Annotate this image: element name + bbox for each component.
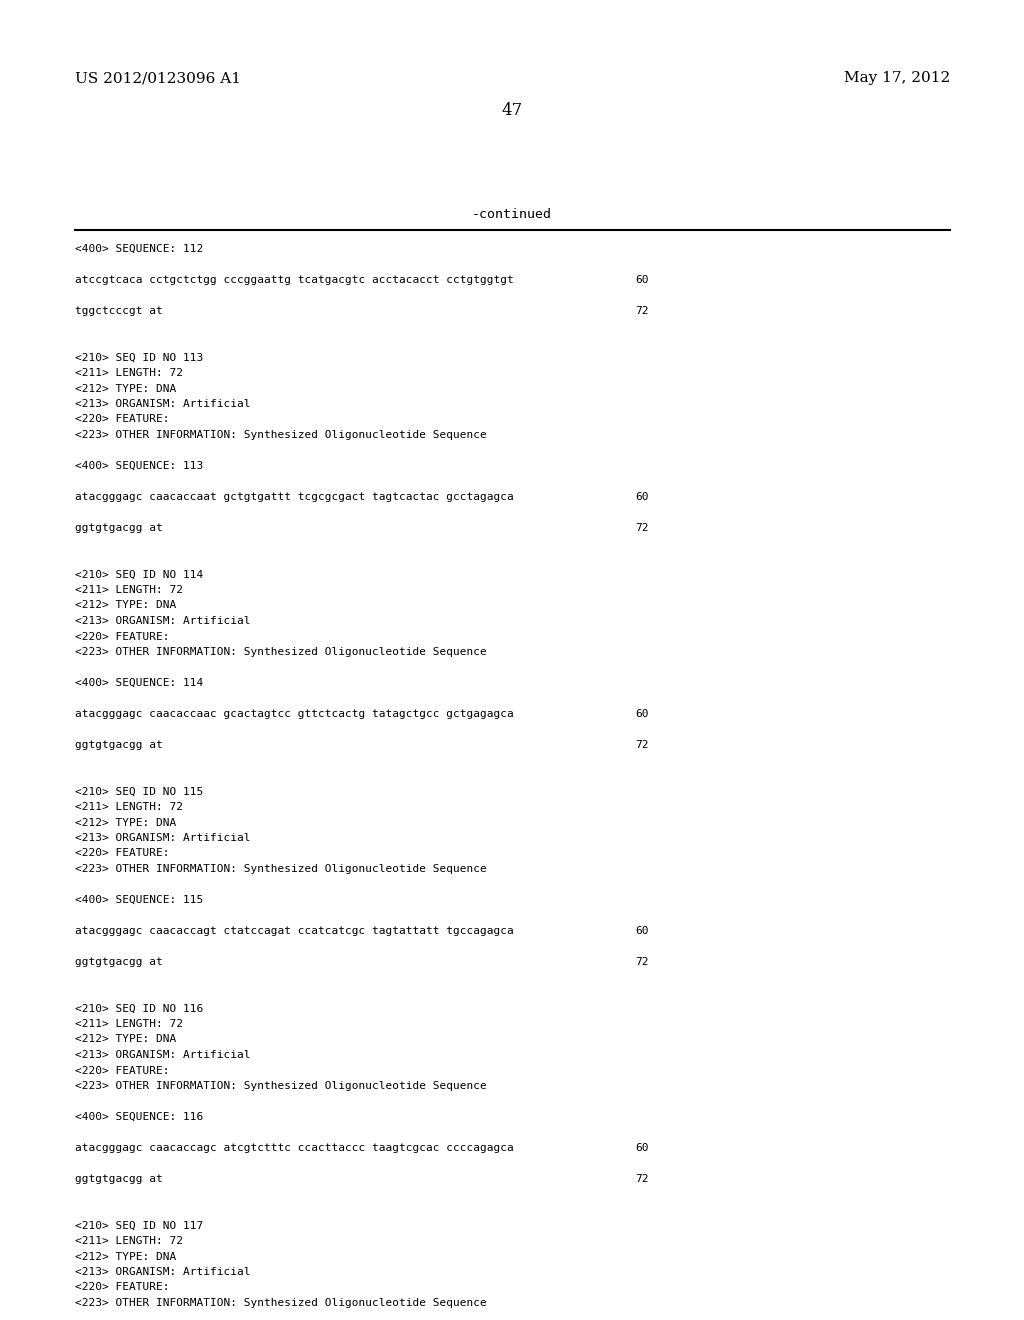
Text: 60: 60 [635,492,648,502]
Text: <223> OTHER INFORMATION: Synthesized Oligonucleotide Sequence: <223> OTHER INFORMATION: Synthesized Oli… [75,1081,486,1092]
Text: 72: 72 [635,306,648,315]
Text: ggtgtgacgg at: ggtgtgacgg at [75,957,163,968]
Text: <220> FEATURE:: <220> FEATURE: [75,1283,170,1292]
Text: <213> ORGANISM: Artificial: <213> ORGANISM: Artificial [75,1049,251,1060]
Text: 60: 60 [635,927,648,936]
Text: <220> FEATURE:: <220> FEATURE: [75,849,170,858]
Text: <213> ORGANISM: Artificial: <213> ORGANISM: Artificial [75,1267,251,1276]
Text: <213> ORGANISM: Artificial: <213> ORGANISM: Artificial [75,616,251,626]
Text: <220> FEATURE:: <220> FEATURE: [75,631,170,642]
Text: ggtgtgacgg at: ggtgtgacgg at [75,1173,163,1184]
Text: <211> LENGTH: 72: <211> LENGTH: 72 [75,1236,183,1246]
Text: <212> TYPE: DNA: <212> TYPE: DNA [75,601,176,610]
Text: May 17, 2012: May 17, 2012 [844,71,950,84]
Text: <210> SEQ ID NO 117: <210> SEQ ID NO 117 [75,1221,203,1230]
Text: <210> SEQ ID NO 116: <210> SEQ ID NO 116 [75,1003,203,1014]
Text: <211> LENGTH: 72: <211> LENGTH: 72 [75,368,183,378]
Text: <212> TYPE: DNA: <212> TYPE: DNA [75,817,176,828]
Text: <220> FEATURE:: <220> FEATURE: [75,414,170,425]
Text: <213> ORGANISM: Artificial: <213> ORGANISM: Artificial [75,833,251,843]
Text: <223> OTHER INFORMATION: Synthesized Oligonucleotide Sequence: <223> OTHER INFORMATION: Synthesized Oli… [75,1298,486,1308]
Text: <211> LENGTH: 72: <211> LENGTH: 72 [75,803,183,812]
Text: <213> ORGANISM: Artificial: <213> ORGANISM: Artificial [75,399,251,409]
Text: 60: 60 [635,709,648,719]
Text: <223> OTHER INFORMATION: Synthesized Oligonucleotide Sequence: <223> OTHER INFORMATION: Synthesized Oli… [75,647,486,657]
Text: <223> OTHER INFORMATION: Synthesized Oligonucleotide Sequence: <223> OTHER INFORMATION: Synthesized Oli… [75,430,486,440]
Text: atacgggagc caacaccaac gcactagtcc gttctcactg tatagctgcc gctgagagca: atacgggagc caacaccaac gcactagtcc gttctca… [75,709,514,719]
Text: 72: 72 [635,957,648,968]
Text: <212> TYPE: DNA: <212> TYPE: DNA [75,384,176,393]
Text: atccgtcaca cctgctctgg cccggaattg tcatgacgtc acctacacct cctgtggtgt: atccgtcaca cctgctctgg cccggaattg tcatgac… [75,275,514,285]
Text: <212> TYPE: DNA: <212> TYPE: DNA [75,1251,176,1262]
Text: <211> LENGTH: 72: <211> LENGTH: 72 [75,585,183,595]
Text: <210> SEQ ID NO 115: <210> SEQ ID NO 115 [75,787,203,796]
Text: <400> SEQUENCE: 112: <400> SEQUENCE: 112 [75,244,203,253]
Text: <400> SEQUENCE: 113: <400> SEQUENCE: 113 [75,461,203,471]
Text: <400> SEQUENCE: 115: <400> SEQUENCE: 115 [75,895,203,906]
Text: atacgggagc caacaccagt ctatccagat ccatcatcgc tagtattatt tgccagagca: atacgggagc caacaccagt ctatccagat ccatcat… [75,927,514,936]
Text: 72: 72 [635,1173,648,1184]
Text: 47: 47 [502,102,522,119]
Text: <210> SEQ ID NO 114: <210> SEQ ID NO 114 [75,569,203,579]
Text: <220> FEATURE:: <220> FEATURE: [75,1065,170,1076]
Text: 72: 72 [635,741,648,750]
Text: ggtgtgacgg at: ggtgtgacgg at [75,523,163,533]
Text: US 2012/0123096 A1: US 2012/0123096 A1 [75,71,241,84]
Text: <210> SEQ ID NO 113: <210> SEQ ID NO 113 [75,352,203,363]
Text: tggctcccgt at: tggctcccgt at [75,306,163,315]
Text: <400> SEQUENCE: 116: <400> SEQUENCE: 116 [75,1111,203,1122]
Text: <212> TYPE: DNA: <212> TYPE: DNA [75,1035,176,1044]
Text: -continued: -continued [472,209,552,220]
Text: 60: 60 [635,1143,648,1152]
Text: <223> OTHER INFORMATION: Synthesized Oligonucleotide Sequence: <223> OTHER INFORMATION: Synthesized Oli… [75,865,486,874]
Text: 60: 60 [635,275,648,285]
Text: ggtgtgacgg at: ggtgtgacgg at [75,741,163,750]
Text: <211> LENGTH: 72: <211> LENGTH: 72 [75,1019,183,1030]
Text: 72: 72 [635,523,648,533]
Text: atacgggagc caacaccagc atcgtctttc ccacttaccc taagtcgcac ccccagagca: atacgggagc caacaccagc atcgtctttc ccactta… [75,1143,514,1152]
Text: atacgggagc caacaccaat gctgtgattt tcgcgcgact tagtcactac gcctagagca: atacgggagc caacaccaat gctgtgattt tcgcgcg… [75,492,514,502]
Text: <400> SEQUENCE: 114: <400> SEQUENCE: 114 [75,678,203,688]
